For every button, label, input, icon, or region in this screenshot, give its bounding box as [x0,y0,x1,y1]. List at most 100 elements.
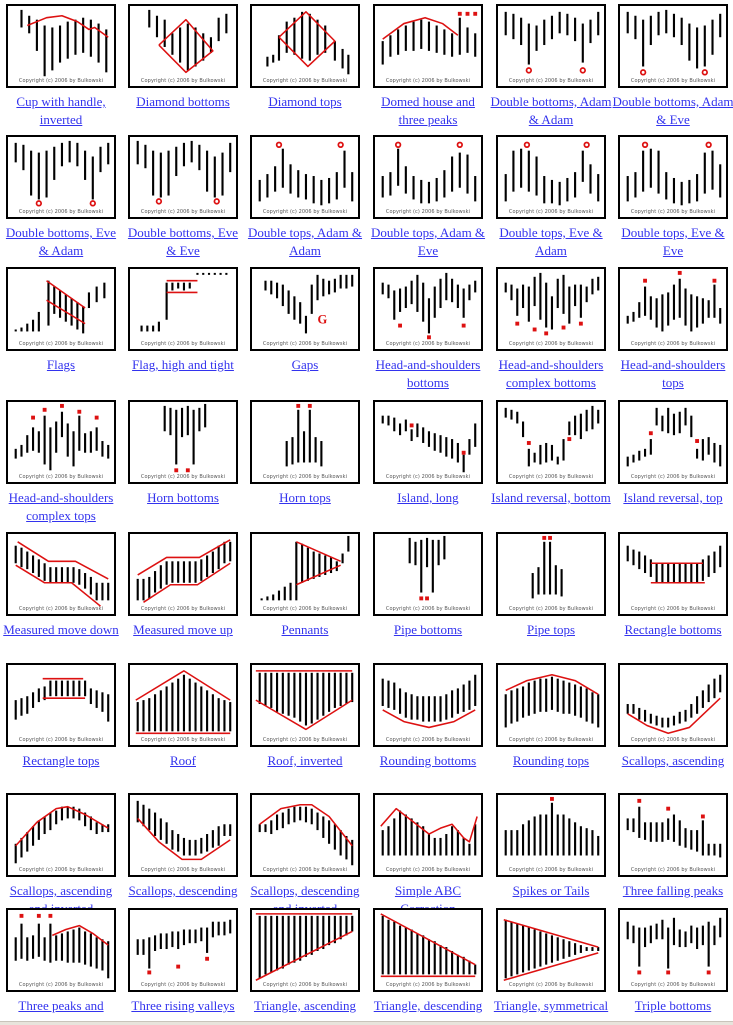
pattern-thumbnail[interactable]: Copyright (c) 2006 by Bulkowski [128,793,238,877]
pattern-thumbnail[interactable]: Copyright (c) 2006 by Bulkowski [618,267,728,351]
pattern-chart-icon [381,674,477,729]
pattern-thumbnail[interactable]: Copyright (c) 2006 by Bulkowski [373,4,483,88]
copyright-text: Copyright (c) 2006 by Bulkowski [508,982,594,988]
pattern-thumbnail[interactable]: Copyright (c) 2006 by Bulkowski [128,908,238,992]
pattern-link[interactable]: Horn bottoms [147,490,219,505]
pattern-link[interactable]: Three rising valleys [131,998,235,1013]
pattern-thumbnail[interactable]: Copyright (c) 2006 by Bulkowski [6,532,116,616]
pattern-thumbnail[interactable]: Copyright (c) 2006 by Bulkowski [128,663,238,747]
pattern-thumbnail[interactable]: Copyright (c) 2006 by Bulkowski [6,908,116,992]
pattern-link[interactable]: Roof, inverted [267,753,343,768]
pattern-thumbnail[interactable]: Copyright (c) 2006 by Bulkowski [128,4,238,88]
pattern-link[interactable]: Pipe tops [526,622,576,637]
pattern-link[interactable]: Spikes or Tails [512,883,590,898]
pattern-link[interactable]: Triangle, descending [373,998,483,1013]
pattern-thumbnail[interactable]: Copyright (c) 2006 by Bulkowski [496,4,606,88]
pattern-thumbnail[interactable]: Copyright (c) 2006 by Bulkowski [6,793,116,877]
pattern-thumbnail[interactable]: Copyright (c) 2006 by Bulkowski [618,400,728,484]
pattern-link[interactable]: Roof [170,753,196,768]
pattern-link[interactable]: Horn tops [279,490,331,505]
pattern-thumbnail[interactable]: Copyright (c) 2006 by Bulkowski [373,135,483,219]
pattern-thumbnail[interactable]: Copyright (c) 2006 by Bulkowski [373,663,483,747]
pattern-thumbnail[interactable]: Copyright (c) 2006 by Bulkowski [373,532,483,616]
pattern-thumbnail[interactable]: Copyright (c) 2006 by Bulkowski [496,400,606,484]
pattern-thumbnail[interactable]: Copyright (c) 2006 by Bulkowski [250,400,360,484]
pattern-link[interactable]: Double tops, Eve & Adam [499,225,603,258]
pattern-link[interactable]: Scallops, descending [128,883,238,898]
pattern-thumbnail[interactable]: Copyright (c) 2006 by Bulkowski [250,793,360,877]
pattern-thumbnail[interactable]: Copyright (c) 2006 by Bulkowski [618,532,728,616]
pattern-thumbnail[interactable]: Copyright (c) 2006 by Bulkowski [618,4,728,88]
copyright-text: Copyright (c) 2006 by Bulkowski [140,209,226,215]
pattern-thumbnail[interactable]: Copyright (c) 2006 by Bulkowski [250,135,360,219]
pattern-thumbnail[interactable]: Copyright (c) 2006 by Bulkowski [496,793,606,877]
pattern-thumbnail[interactable]: Copyright (c) 2006 by Bulkowski [128,532,238,616]
pattern-link[interactable]: Rectangle tops [22,753,100,768]
pattern-link[interactable]: Flag, high and tight [132,357,234,372]
pattern-thumbnail[interactable]: Copyright (c) 2006 by Bulkowski [618,793,728,877]
pattern-thumbnail[interactable]: Copyright (c) 2006 by Bulkowski [373,908,483,992]
pattern-thumbnail[interactable]: Copyright (c) 2006 by Bulkowski [250,663,360,747]
pattern-link[interactable]: Flags [46,357,76,372]
pattern-thumbnail[interactable]: Copyright (c) 2006 by Bulkowski [6,663,116,747]
pattern-link[interactable]: Pipe bottoms [393,622,463,637]
pattern-thumbnail[interactable]: Copyright (c) 2006 by Bulkowski [373,267,483,351]
pattern-chart-icon [626,917,722,975]
pattern-thumbnail[interactable]: Copyright (c) 2006 by Bulkowski [618,908,728,992]
pattern-link[interactable]: Measured move up [133,622,233,637]
pattern-link[interactable]: Cup with handle, inverted [16,94,106,127]
pattern-thumbnail[interactable]: Copyright (c) 2006 by Bulkowski [6,400,116,484]
pattern-link[interactable]: Rectangle bottoms [624,622,722,637]
pattern-link[interactable]: Double tops, Eve & Eve [621,225,725,258]
pattern-chart-icon [285,403,323,467]
pattern-thumbnail[interactable]: Copyright (c) 2006 by Bulkowski [128,135,238,219]
pattern-thumbnail[interactable]: Copyright (c) 2006 by Bulkowski [6,135,116,219]
pattern-link[interactable]: Three falling peaks [622,883,724,898]
pattern-thumbnail[interactable]: Copyright (c) 2006 by Bulkowski [128,267,238,351]
pattern-link[interactable]: Three peaks and [18,998,104,1013]
pattern-thumbnail[interactable]: Copyright (c) 2006 by Bulkowski [128,400,238,484]
pattern-link[interactable]: Diamond tops [268,94,342,109]
pattern-link[interactable]: Double bottoms, Adam & Eve [612,94,733,127]
pattern-card: Copyright (c) 2006 by Bulkowski Three fal… [612,793,733,900]
pattern-thumbnail[interactable]: G Copyright (c) 2006 by Bulkowski [250,267,360,351]
pattern-link[interactable]: Double bottoms, Adam & Adam [490,94,612,127]
pattern-thumbnail[interactable]: Copyright (c) 2006 by Bulkowski [496,908,606,992]
pattern-card: Copyright (c) 2006 by Bulkowski Scallops,… [122,793,244,900]
pattern-link[interactable]: Triangle, symmetrical [493,998,609,1013]
pattern-thumbnail[interactable]: Copyright (c) 2006 by Bulkowski [6,267,116,351]
pattern-link[interactable]: Gaps [291,357,319,372]
pattern-link[interactable]: Scallops, ascending [621,753,725,768]
pattern-link[interactable]: Double tops, Adam & Eve [370,225,486,258]
pattern-thumbnail[interactable]: Copyright (c) 2006 by Bulkowski [373,793,483,877]
pattern-link[interactable]: Head-and-shoulders bottoms [375,357,481,390]
pattern-link[interactable]: Rounding tops [512,753,590,768]
pattern-link[interactable]: Head-and-shoulders complex bottoms [498,357,604,390]
pattern-link[interactable]: Triangle, ascending [253,998,357,1013]
pattern-link[interactable]: Domed house and three peaks [381,94,475,127]
pattern-thumbnail[interactable]: Copyright (c) 2006 by Bulkowski [496,267,606,351]
pattern-link[interactable]: Double tops, Adam & Adam [247,225,363,258]
pattern-thumbnail[interactable]: Copyright (c) 2006 by Bulkowski [250,908,360,992]
pattern-thumbnail[interactable]: Copyright (c) 2006 by Bulkowski [496,135,606,219]
pattern-thumbnail[interactable]: Copyright (c) 2006 by Bulkowski [496,663,606,747]
pattern-link[interactable]: Double bottoms, Eve & Eve [127,225,239,258]
pattern-link[interactable]: Head-and-shoulders tops [620,357,726,390]
pattern-thumbnail[interactable]: Copyright (c) 2006 by Bulkowski [6,4,116,88]
pattern-link[interactable]: Island reversal, top [623,490,723,505]
pattern-link[interactable]: Head-and-shoulders complex tops [8,490,114,523]
pattern-link[interactable]: Double bottoms, Eve & Adam [5,225,117,258]
pattern-link[interactable]: Diamond bottoms [136,94,230,109]
pattern-thumbnail[interactable]: Copyright (c) 2006 by Bulkowski [250,532,360,616]
pattern-thumbnail[interactable]: Copyright (c) 2006 by Bulkowski [250,4,360,88]
pattern-link[interactable]: Rounding bottoms [379,753,477,768]
pattern-thumbnail[interactable]: Copyright (c) 2006 by Bulkowski [618,663,728,747]
pattern-link[interactable]: Pennants [281,622,329,637]
pattern-thumbnail[interactable]: Copyright (c) 2006 by Bulkowski [618,135,728,219]
pattern-link[interactable]: Measured move down [3,622,119,637]
pattern-link[interactable]: Triple bottoms [634,998,712,1013]
pattern-link[interactable]: Island, long [397,490,459,505]
pattern-link[interactable]: Island reversal, bottom [491,490,611,505]
pattern-thumbnail[interactable]: Copyright (c) 2006 by Bulkowski [496,532,606,616]
pattern-thumbnail[interactable]: Copyright (c) 2006 by Bulkowski [373,400,483,484]
